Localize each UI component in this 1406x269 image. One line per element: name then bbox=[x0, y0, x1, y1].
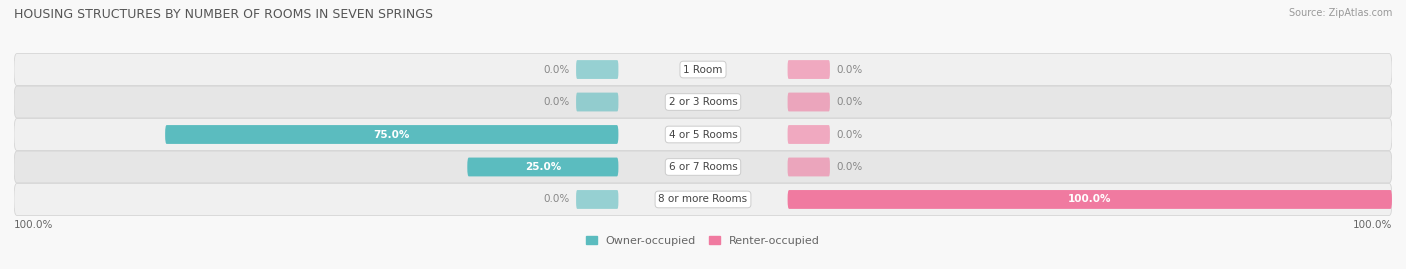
Text: 0.0%: 0.0% bbox=[837, 129, 862, 140]
Text: 6 or 7 Rooms: 6 or 7 Rooms bbox=[669, 162, 737, 172]
Text: 0.0%: 0.0% bbox=[544, 194, 569, 204]
Text: 0.0%: 0.0% bbox=[544, 97, 569, 107]
Legend: Owner-occupied, Renter-occupied: Owner-occupied, Renter-occupied bbox=[586, 236, 820, 246]
FancyBboxPatch shape bbox=[14, 54, 1392, 86]
Text: 4 or 5 Rooms: 4 or 5 Rooms bbox=[669, 129, 737, 140]
FancyBboxPatch shape bbox=[787, 60, 830, 79]
FancyBboxPatch shape bbox=[576, 190, 619, 209]
FancyBboxPatch shape bbox=[576, 93, 619, 111]
Text: 0.0%: 0.0% bbox=[837, 65, 862, 75]
Text: 100.0%: 100.0% bbox=[14, 220, 53, 230]
Text: Source: ZipAtlas.com: Source: ZipAtlas.com bbox=[1288, 8, 1392, 18]
Text: 0.0%: 0.0% bbox=[544, 65, 569, 75]
Text: 25.0%: 25.0% bbox=[524, 162, 561, 172]
FancyBboxPatch shape bbox=[787, 93, 830, 111]
FancyBboxPatch shape bbox=[576, 60, 619, 79]
Text: 1 Room: 1 Room bbox=[683, 65, 723, 75]
Text: HOUSING STRUCTURES BY NUMBER OF ROOMS IN SEVEN SPRINGS: HOUSING STRUCTURES BY NUMBER OF ROOMS IN… bbox=[14, 8, 433, 21]
Text: 100.0%: 100.0% bbox=[1069, 194, 1112, 204]
FancyBboxPatch shape bbox=[787, 190, 1392, 209]
Text: 8 or more Rooms: 8 or more Rooms bbox=[658, 194, 748, 204]
FancyBboxPatch shape bbox=[165, 125, 619, 144]
Text: 100.0%: 100.0% bbox=[1353, 220, 1392, 230]
FancyBboxPatch shape bbox=[787, 125, 830, 144]
FancyBboxPatch shape bbox=[467, 158, 619, 176]
FancyBboxPatch shape bbox=[14, 151, 1392, 183]
FancyBboxPatch shape bbox=[14, 86, 1392, 118]
FancyBboxPatch shape bbox=[787, 158, 830, 176]
Text: 2 or 3 Rooms: 2 or 3 Rooms bbox=[669, 97, 737, 107]
FancyBboxPatch shape bbox=[14, 183, 1392, 215]
Text: 0.0%: 0.0% bbox=[837, 97, 862, 107]
Text: 0.0%: 0.0% bbox=[837, 162, 862, 172]
FancyBboxPatch shape bbox=[14, 119, 1392, 150]
Text: 75.0%: 75.0% bbox=[374, 129, 411, 140]
